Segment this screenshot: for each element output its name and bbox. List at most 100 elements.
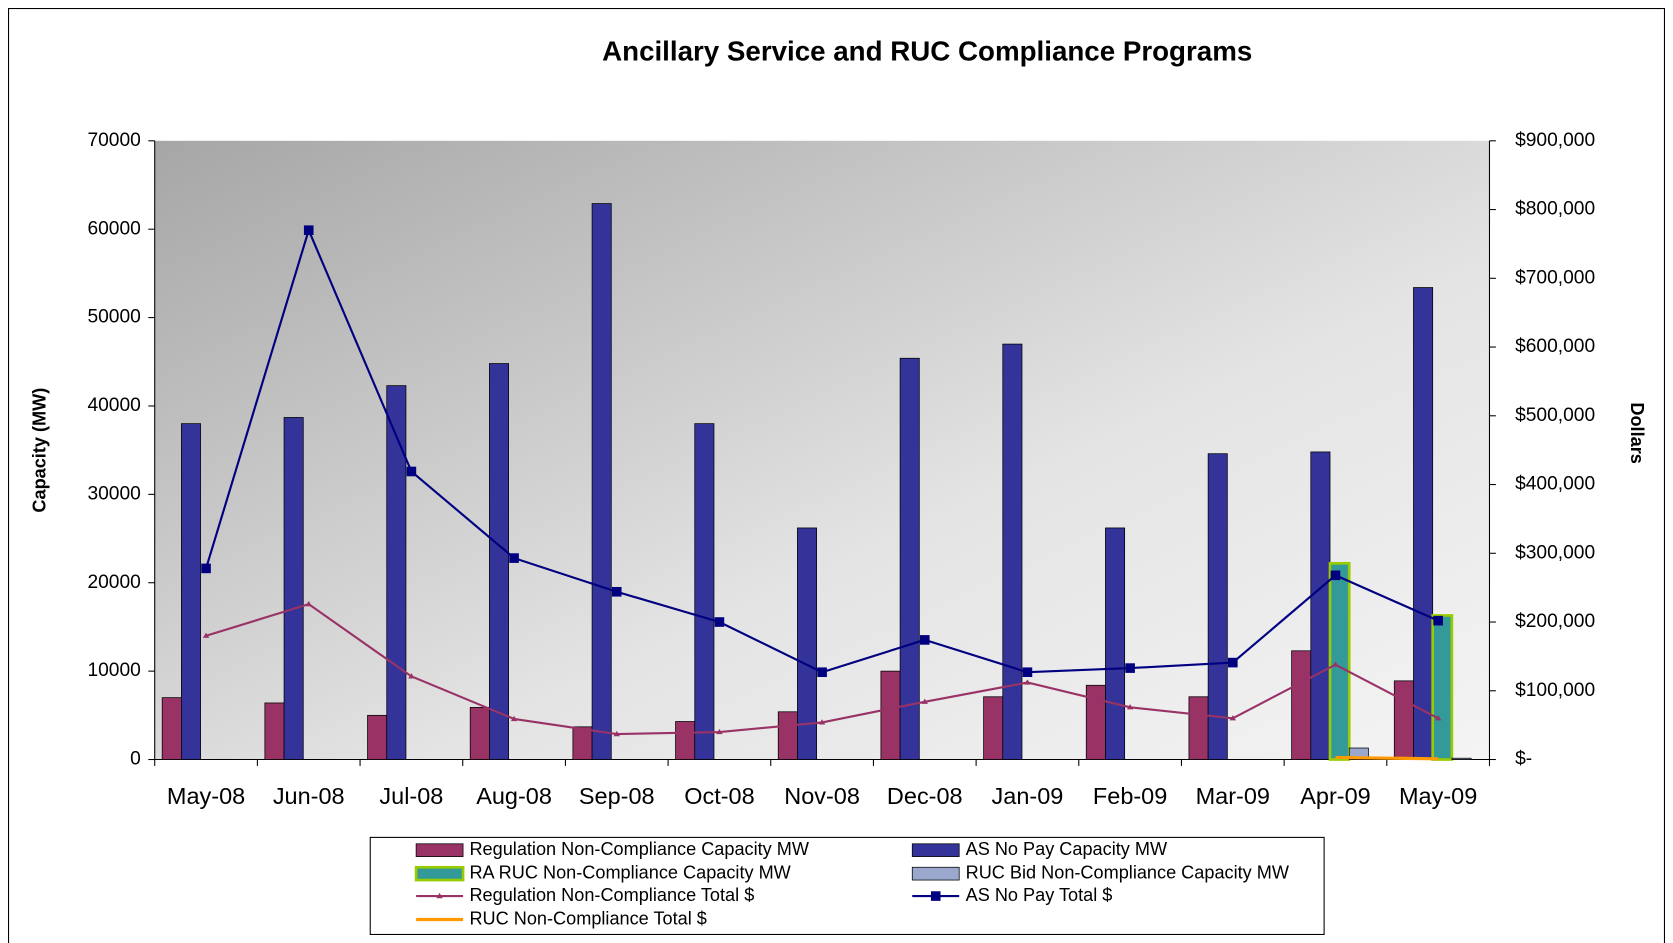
bar [572, 726, 593, 760]
y-tick-label: 0 [130, 749, 141, 770]
bar [367, 714, 388, 760]
x-tick-label: Jan-09 [992, 783, 1064, 809]
y2-tick-label: $300,000 [1515, 542, 1595, 563]
line-marker [510, 715, 518, 722]
line-marker [1434, 715, 1442, 721]
y2-tick-label: $- [1515, 749, 1532, 770]
bar [1431, 614, 1454, 761]
bar [1188, 696, 1209, 760]
y2-tick-label: $200,000 [1515, 611, 1595, 632]
bar [591, 203, 612, 760]
line-marker [1227, 657, 1238, 668]
y2-tick-label: $900,000 [1515, 130, 1595, 151]
legend-marker [436, 892, 443, 899]
x-tick-label: Mar-09 [1196, 783, 1270, 809]
bar [469, 706, 490, 760]
line-marker [1125, 663, 1135, 673]
line-marker [818, 719, 826, 725]
bar [1207, 453, 1228, 760]
line-marker [1229, 715, 1236, 721]
line-marker [714, 617, 725, 627]
legend-swatch [911, 866, 960, 881]
legend-box [369, 836, 1325, 935]
legend-swatch [414, 865, 465, 882]
x-tick-label: Feb-09 [1093, 783, 1167, 809]
bar [161, 697, 182, 760]
line-marker [1126, 704, 1134, 710]
x-tick-label: May-08 [167, 783, 245, 809]
bar [1413, 287, 1434, 760]
bar [1393, 680, 1414, 760]
bar [983, 696, 1004, 760]
line-marker [611, 586, 622, 597]
legend-marker [930, 891, 941, 901]
bar [181, 423, 201, 760]
chart-title: Ancillary Service and RUC Compliance Pro… [602, 36, 1252, 67]
legend-label: RUC Non-Compliance Total $ [469, 908, 706, 928]
y-tick-label: 20000 [87, 572, 140, 593]
bar [283, 417, 304, 760]
y2-tick-label: $700,000 [1515, 267, 1595, 288]
bar [489, 363, 509, 760]
line-marker [509, 553, 519, 563]
line-marker [817, 667, 827, 678]
y-axis-title: Capacity (MW) [29, 388, 49, 513]
x-tick-label: Sep-08 [579, 783, 655, 809]
line [1335, 755, 1439, 761]
plot-area [154, 140, 1490, 760]
legend-label: Regulation Non-Compliance Total $ [469, 885, 754, 905]
y-tick-label: 50000 [87, 307, 140, 328]
bar [675, 721, 696, 760]
line-marker [408, 673, 415, 679]
line-marker [1022, 667, 1033, 678]
bar [777, 711, 798, 760]
line-marker [305, 600, 312, 607]
y-tick-label: 70000 [87, 130, 140, 151]
bar [1310, 451, 1331, 760]
y2-tick-label: $100,000 [1515, 680, 1595, 701]
x-tick-label: Jul-08 [379, 783, 443, 809]
y2-axis-title: Dollars [1627, 402, 1647, 463]
legend-label: AS No Pay Total $ [966, 885, 1113, 905]
line-marker [1024, 679, 1031, 685]
y-tick-label: 10000 [87, 660, 140, 681]
y-tick-label: 40000 [87, 395, 140, 416]
bar [1348, 747, 1369, 760]
bar [694, 423, 715, 760]
legend-swatch [415, 843, 464, 857]
x-tick-label: Dec-08 [887, 783, 963, 809]
line-marker [202, 632, 210, 638]
x-tick-label: Aug-08 [476, 783, 552, 809]
y-tick-label: 60000 [87, 218, 140, 239]
line-marker [1433, 615, 1443, 626]
y2-tick-label: $500,000 [1515, 405, 1595, 426]
legend-swatch [911, 843, 960, 857]
x-tick-label: Apr-09 [1300, 783, 1370, 809]
y-tick-label: 30000 [87, 483, 140, 504]
legend-label: AS No Pay Capacity MW [966, 839, 1168, 859]
bar [1451, 757, 1472, 760]
line-marker [921, 698, 928, 704]
bar [1291, 650, 1312, 760]
bar [880, 670, 901, 760]
line-marker [303, 225, 314, 235]
y2-tick-label: $800,000 [1515, 199, 1595, 220]
bar [264, 702, 285, 760]
line-marker [919, 635, 930, 645]
y2-tick-label: $600,000 [1515, 336, 1595, 357]
x-tick-label: May-09 [1399, 783, 1477, 809]
bar [1328, 561, 1351, 761]
line-marker [716, 728, 723, 735]
line-marker [613, 730, 620, 737]
bar [797, 527, 818, 760]
bar [899, 357, 920, 760]
x-tick-label: Nov-08 [784, 783, 860, 809]
bar [1105, 527, 1126, 760]
legend-label: RA RUC Non-Compliance Capacity MW [469, 862, 791, 882]
legend-label: Regulation Non-Compliance Capacity MW [469, 839, 809, 859]
line-marker [1330, 570, 1341, 581]
line-marker [1332, 661, 1339, 667]
legend-label: RUC Bid Non-Compliance Capacity MW [966, 862, 1290, 882]
